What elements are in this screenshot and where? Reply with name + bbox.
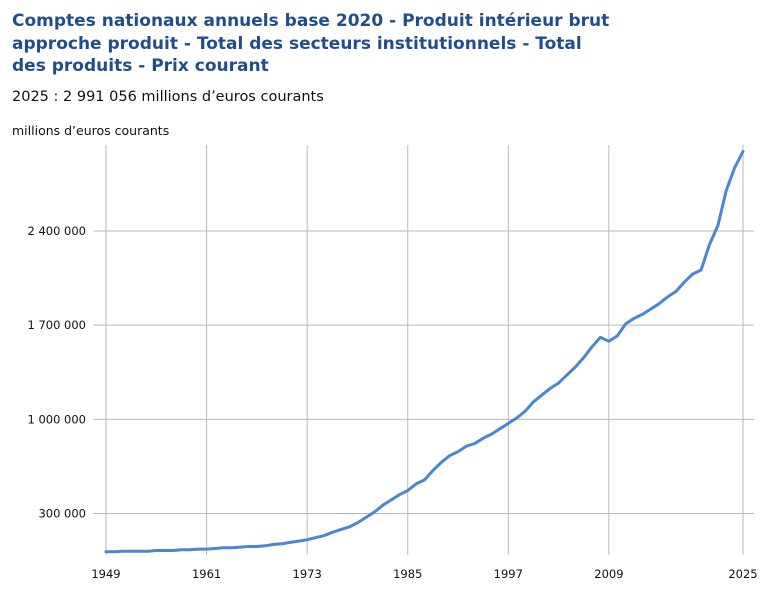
x-tick-label: 2009 <box>594 567 623 581</box>
x-tick-label: 1985 <box>393 567 422 581</box>
x-tick-label: 1961 <box>192 567 221 581</box>
grid-lines <box>93 145 754 555</box>
x-tick-label: 1949 <box>91 567 120 581</box>
y-axis-unit-label: millions d’euros courants <box>12 123 170 138</box>
series-line <box>104 150 745 554</box>
y-tick-label: 1 000 000 <box>27 412 86 426</box>
chart-title: Comptes nationaux annuels base 2020 - Pr… <box>12 11 610 76</box>
x-tick-label: 1973 <box>293 567 322 581</box>
axis-tick-labels: 300 000 1 000 000 1 700 000 2 400 000 1949 19… <box>27 224 757 581</box>
y-tick-label: 1 700 000 <box>27 318 86 332</box>
x-tick-label: 2025 <box>728 567 757 581</box>
chart-subtitle: 2025 : 2 991 056 millions d’euros couran… <box>12 89 324 105</box>
y-tick-label: 2 400 000 <box>27 224 86 238</box>
y-tick-label: 300 000 <box>38 507 86 521</box>
x-tick-label: 1997 <box>494 567 523 581</box>
